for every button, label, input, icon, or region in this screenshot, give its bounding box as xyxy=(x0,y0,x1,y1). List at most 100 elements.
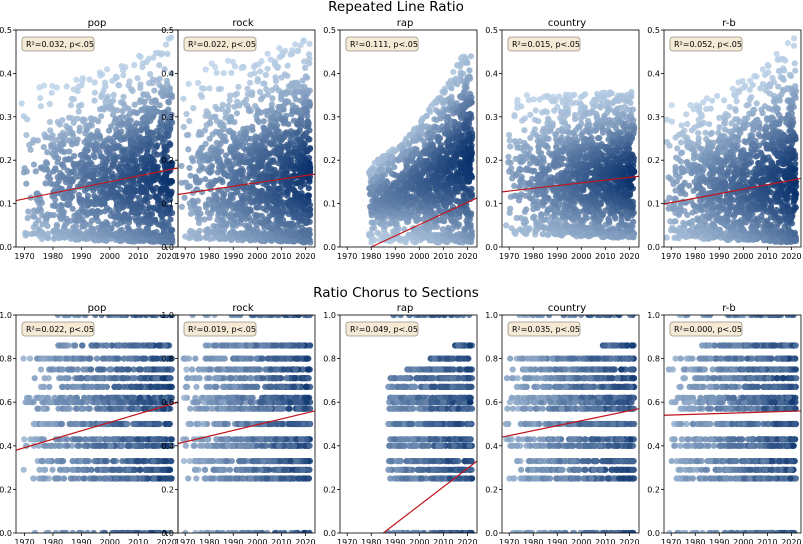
scatter-point xyxy=(114,144,121,151)
scatter-point xyxy=(306,99,313,106)
scatter-point xyxy=(205,110,212,117)
scatter-point xyxy=(141,98,148,106)
scatter-point xyxy=(38,229,46,236)
scatter-point xyxy=(416,157,423,164)
scatter-point xyxy=(367,186,374,193)
scatter-point xyxy=(88,199,95,206)
scatter-point xyxy=(460,182,467,189)
scatter-point xyxy=(100,87,107,94)
scatter-point xyxy=(416,134,423,141)
scatter-point xyxy=(467,126,474,133)
scatter-point xyxy=(84,196,91,203)
scatter-point xyxy=(113,205,120,212)
scatter-point xyxy=(437,194,444,201)
scatter-point xyxy=(267,122,274,129)
scatter-point xyxy=(161,132,168,139)
scatter-point xyxy=(293,192,300,199)
scatter-point xyxy=(297,42,304,49)
scatter-point xyxy=(447,170,454,177)
scatter-point xyxy=(257,173,264,180)
scatter-point xyxy=(128,184,135,191)
scatter-point xyxy=(195,219,203,227)
scatter-point xyxy=(299,204,306,211)
scatter-point xyxy=(284,88,291,95)
scatter-point xyxy=(249,127,256,134)
scatter-point xyxy=(231,119,238,126)
scatter-point xyxy=(34,208,41,215)
scatter-point xyxy=(79,196,86,203)
scatter-point xyxy=(27,146,34,153)
scatter-point xyxy=(86,122,93,129)
scatter-point xyxy=(271,190,278,197)
scatter-point xyxy=(279,132,287,139)
scatter-point xyxy=(515,197,523,204)
scatter-point xyxy=(151,205,158,212)
scatter-point xyxy=(114,213,121,220)
scatter-point xyxy=(231,91,239,99)
scatter-point xyxy=(278,93,285,100)
scatter-point xyxy=(147,129,154,136)
y-tick-label: 0.3 xyxy=(161,113,174,122)
scatter-point xyxy=(104,66,111,73)
scatter-point xyxy=(304,148,311,155)
scatter-point xyxy=(460,232,467,239)
scatter-point xyxy=(87,134,94,141)
scatter-point xyxy=(249,155,257,163)
scatter-point xyxy=(381,196,388,203)
scatter-point xyxy=(530,96,537,103)
scatter-point xyxy=(124,235,131,242)
scatter-point xyxy=(232,144,239,151)
scatter-point xyxy=(282,99,289,106)
scatter-point xyxy=(25,208,32,215)
scatter-point xyxy=(146,230,153,237)
scatter-point xyxy=(208,60,215,67)
scatter-point xyxy=(379,176,386,183)
scatter-point xyxy=(437,174,444,181)
scatter-point xyxy=(260,205,267,212)
scatter-point xyxy=(186,117,193,125)
scatter-point xyxy=(142,218,149,225)
scatter-point xyxy=(449,135,456,142)
y-tick-label: 0.2 xyxy=(0,156,12,165)
scatter-point xyxy=(267,117,274,124)
scatter-point xyxy=(82,236,89,243)
scatter-point xyxy=(445,113,452,120)
scatter-point xyxy=(264,91,271,98)
scatter-point xyxy=(423,224,430,231)
scatter-point xyxy=(226,97,233,104)
scatter-point xyxy=(97,72,104,79)
scatter-point xyxy=(47,127,54,134)
scatter-point xyxy=(300,37,307,44)
scatter-point xyxy=(161,66,168,73)
scatter-point xyxy=(74,236,81,243)
scatter-point xyxy=(61,132,69,139)
scatter-point xyxy=(144,150,151,157)
scatter-point xyxy=(162,41,170,48)
scatter-point xyxy=(386,208,393,215)
scatter-point xyxy=(544,144,551,151)
scatter-point xyxy=(246,79,254,86)
scatter-point xyxy=(407,209,414,216)
scatter-point xyxy=(395,203,402,211)
scatter-point xyxy=(197,91,204,98)
x-tick-label: 1970 xyxy=(337,252,357,261)
scatter-point xyxy=(441,89,448,96)
scatter-point xyxy=(209,181,216,188)
scatter-point xyxy=(47,180,54,187)
scatter-point xyxy=(305,51,313,58)
scatter-point xyxy=(380,223,387,230)
scatter-point xyxy=(225,234,232,241)
scatter-point xyxy=(163,147,170,154)
scatter-point xyxy=(261,80,268,87)
scatter-point xyxy=(447,99,454,106)
scatter-point xyxy=(30,136,37,144)
scatter-point xyxy=(284,72,291,79)
scatter-point xyxy=(101,175,108,182)
scatter-point xyxy=(198,189,206,196)
scatter-point xyxy=(466,67,473,74)
scatter-point xyxy=(236,179,243,186)
scatter-point xyxy=(262,71,269,79)
scatter-point xyxy=(151,216,158,224)
scatter-point xyxy=(138,236,145,243)
